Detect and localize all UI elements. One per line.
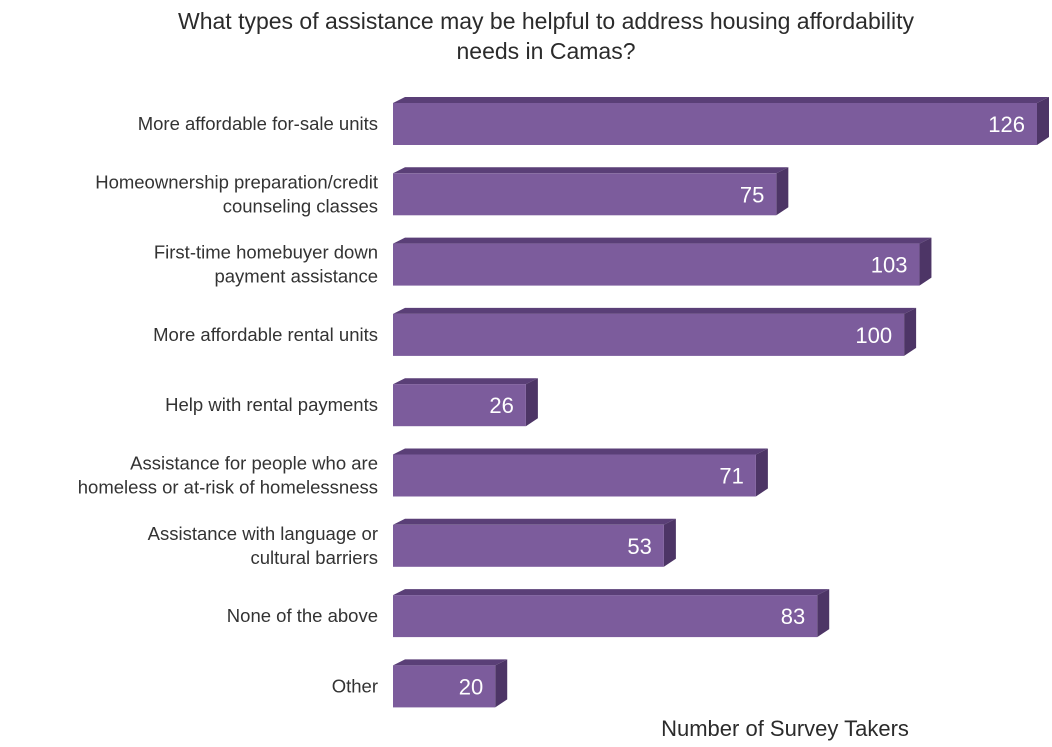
category-label: First-time homebuyer down xyxy=(154,242,378,263)
bar xyxy=(393,173,777,216)
chart-title-line-2: needs in Camas? xyxy=(456,38,636,64)
bar-value-label: 100 xyxy=(855,323,892,348)
bar xyxy=(393,243,920,286)
bar-side-face xyxy=(495,659,508,708)
bar xyxy=(393,313,905,356)
bar-top-face xyxy=(393,448,768,455)
bar-top-face xyxy=(393,97,1049,103)
bar-value-label: 126 xyxy=(988,112,1025,137)
bar-top-face xyxy=(393,659,508,666)
category-label: Assistance for people who are xyxy=(130,453,378,474)
bar xyxy=(393,384,526,427)
bar-group: 103 xyxy=(393,237,932,286)
bar-value-label: 53 xyxy=(627,534,651,559)
chart-title: What types of assistance may be helpful … xyxy=(40,6,1052,66)
bar-value-label: 20 xyxy=(459,674,483,699)
bar xyxy=(393,454,756,497)
bar-group: 26 xyxy=(393,378,538,427)
category-label: Homeownership preparation/credit xyxy=(95,171,378,192)
bar-group: 53 xyxy=(393,518,676,567)
bar-group: 83 xyxy=(393,589,830,638)
bar-side-face xyxy=(904,307,917,356)
bar-group: 75 xyxy=(393,167,789,216)
bar-side-face xyxy=(663,518,676,567)
category-label: More affordable for-sale units xyxy=(138,113,378,134)
bar-value-label: 83 xyxy=(781,604,805,629)
category-label: payment assistance xyxy=(214,266,378,287)
bar-value-label: 103 xyxy=(871,253,908,278)
category-label: None of the above xyxy=(227,605,378,626)
bar-side-face xyxy=(919,237,932,286)
category-label: Other xyxy=(332,675,378,696)
category-label: Help with rental payments xyxy=(165,394,378,415)
bar-group: 126 xyxy=(393,97,1049,145)
bar-top-face xyxy=(393,589,830,596)
bar-group: 20 xyxy=(393,659,508,708)
bar-side-face xyxy=(1037,97,1049,145)
x-axis-label: Number of Survey Takers xyxy=(661,716,909,741)
category-label: More affordable rental units xyxy=(153,324,378,345)
category-label: cultural barriers xyxy=(251,547,379,568)
bar xyxy=(393,665,496,708)
bar-side-face xyxy=(817,589,830,638)
bar-top-face xyxy=(393,378,538,385)
category-label: Assistance with language or xyxy=(148,523,378,544)
bar-top-face xyxy=(393,307,917,314)
bar-top-face xyxy=(393,518,676,525)
bar-group: 100 xyxy=(393,307,917,356)
bar-side-face xyxy=(525,378,538,427)
bar xyxy=(393,595,818,638)
bar-top-face xyxy=(393,167,789,174)
bar-side-face xyxy=(755,448,768,497)
bar-group: 71 xyxy=(393,448,768,497)
chart-title-line-1: What types of assistance may be helpful … xyxy=(178,8,914,34)
category-label: homeless or at-risk of homelessness xyxy=(78,477,378,498)
bar-top-face xyxy=(393,237,932,244)
bar-value-label: 26 xyxy=(489,393,513,418)
bar xyxy=(393,524,664,567)
bar-value-label: 75 xyxy=(740,182,764,207)
category-label: counseling classes xyxy=(223,195,378,216)
bar xyxy=(393,103,1037,145)
bar-side-face xyxy=(776,167,789,216)
bar-value-label: 71 xyxy=(719,464,743,489)
